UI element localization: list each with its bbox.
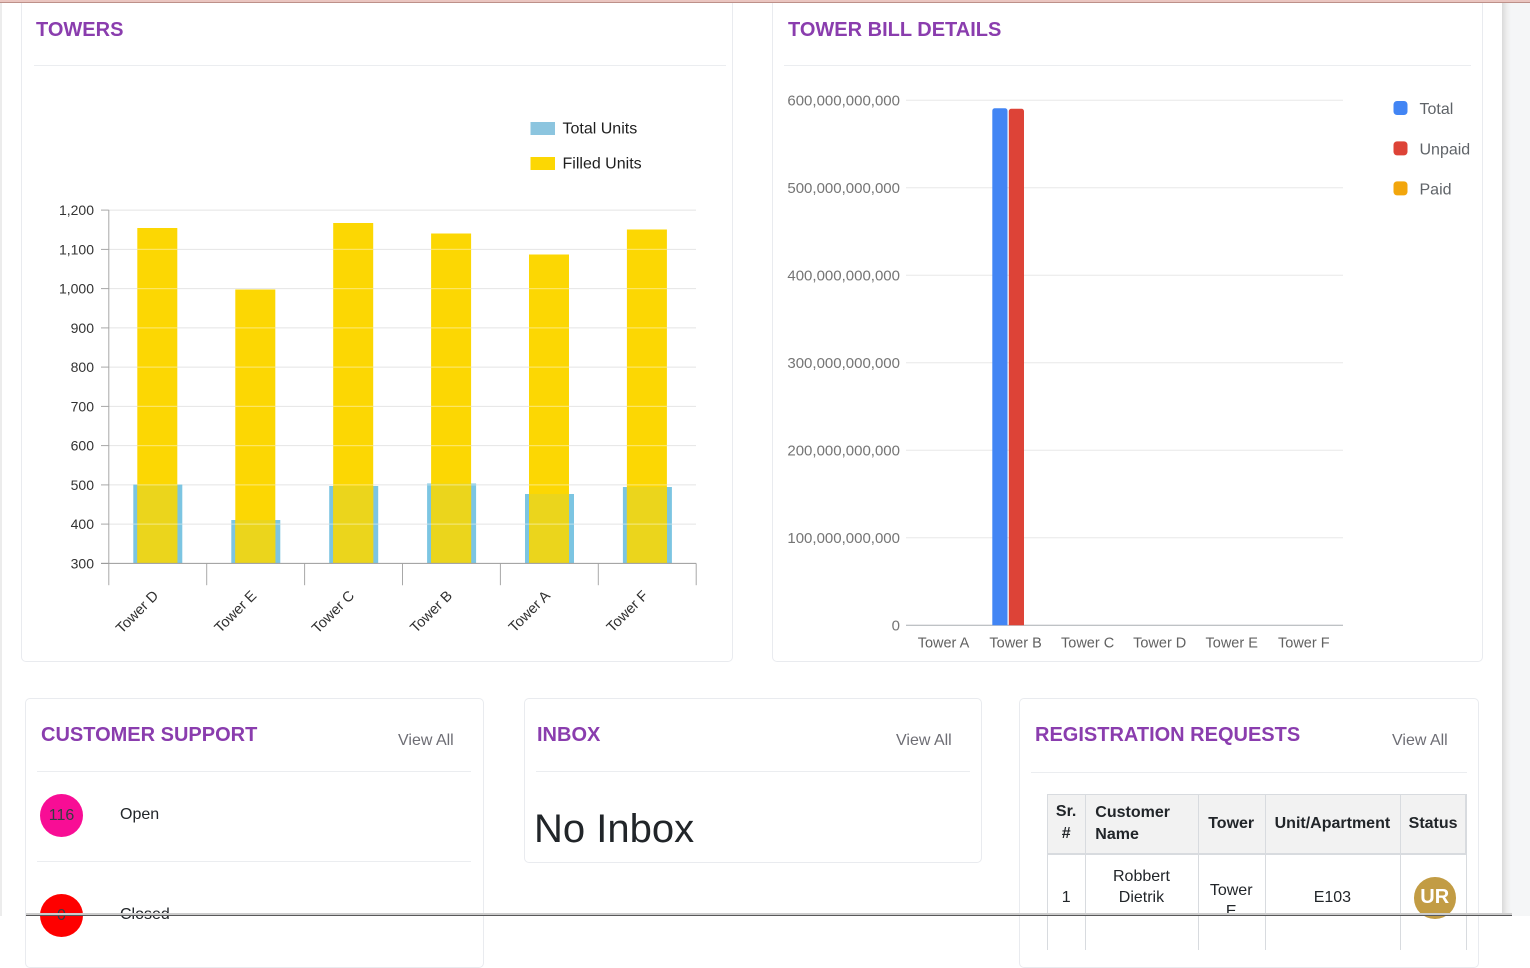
svg-text:Tower C: Tower C — [1061, 636, 1114, 652]
svg-text:Tower A: Tower A — [506, 588, 554, 636]
svg-text:Total: Total — [1420, 101, 1454, 118]
svg-text:600,000,000,000: 600,000,000,000 — [787, 92, 900, 109]
svg-text:Tower D: Tower D — [113, 588, 162, 637]
svg-text:600: 600 — [71, 438, 95, 454]
svg-text:500,000,000,000: 500,000,000,000 — [787, 180, 900, 197]
svg-text:Total Units: Total Units — [563, 121, 638, 138]
svg-text:Tower B: Tower B — [408, 588, 456, 636]
svg-text:Filled Units: Filled Units — [563, 156, 642, 173]
svg-text:Tower B: Tower B — [989, 636, 1041, 652]
svg-text:200,000,000,000: 200,000,000,000 — [787, 442, 900, 459]
svg-text:300,000,000,000: 300,000,000,000 — [787, 355, 900, 372]
svg-text:400,000,000,000: 400,000,000,000 — [787, 267, 900, 284]
svg-text:0: 0 — [892, 617, 900, 634]
svg-text:Paid: Paid — [1420, 181, 1452, 198]
svg-text:Tower D: Tower D — [1133, 636, 1186, 652]
svg-text:Tower F: Tower F — [604, 588, 652, 636]
svg-text:Tower F: Tower F — [1278, 636, 1330, 652]
svg-text:1,000: 1,000 — [59, 281, 94, 297]
svg-text:1,100: 1,100 — [59, 241, 94, 257]
svg-text:Unpaid: Unpaid — [1420, 141, 1471, 158]
svg-text:100,000,000,000: 100,000,000,000 — [787, 530, 900, 547]
svg-text:Tower E: Tower E — [212, 588, 261, 637]
svg-text:500: 500 — [71, 477, 95, 493]
svg-text:800: 800 — [71, 359, 95, 375]
svg-text:Tower A: Tower A — [918, 636, 970, 652]
svg-text:900: 900 — [71, 320, 95, 336]
svg-text:300: 300 — [71, 555, 95, 571]
svg-text:1,200: 1,200 — [59, 202, 94, 218]
svg-text:Tower E: Tower E — [1206, 636, 1259, 652]
svg-text:700: 700 — [71, 398, 95, 414]
svg-text:Tower C: Tower C — [309, 588, 358, 637]
svg-text:400: 400 — [71, 516, 95, 532]
